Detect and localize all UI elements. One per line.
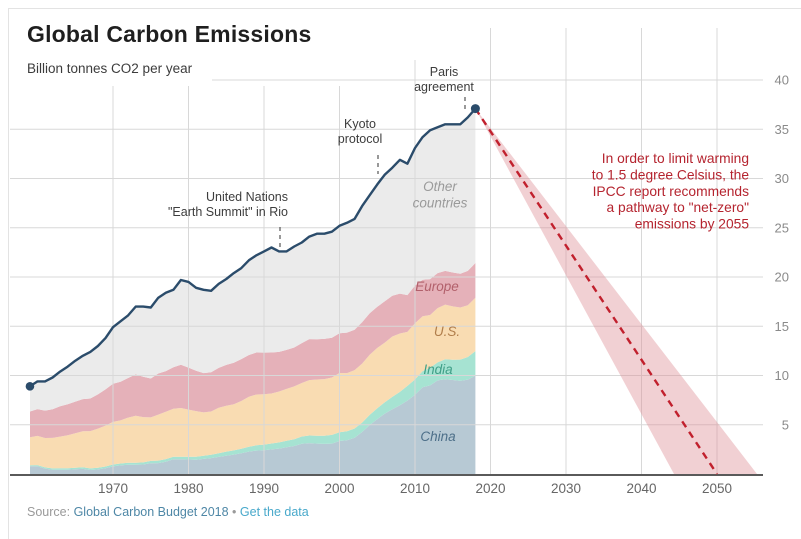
source-row: Source: Global Carbon Budget 2018 • Get … xyxy=(27,505,309,519)
event-annotation-text: protocol xyxy=(338,132,382,146)
event-annotations: United Nations"Earth Summit" in Rio Kyoto… xyxy=(168,65,474,249)
y-tick-label: 30 xyxy=(775,171,789,186)
region-label: India xyxy=(423,362,453,377)
region-label: Other xyxy=(423,179,457,194)
page-title: Global Carbon Emissions xyxy=(27,21,312,47)
region-label: U.S. xyxy=(434,324,460,339)
region-label: China xyxy=(420,429,456,444)
ipcc-note-line: In order to limit warming xyxy=(602,151,749,166)
x-tick-label: 2000 xyxy=(324,481,354,496)
get-the-data-link[interactable]: Get the data xyxy=(239,505,309,519)
ipcc-note-line: to 1.5 degree Celsius, the xyxy=(592,167,750,182)
y-tick-label: 5 xyxy=(782,417,789,432)
y-tick-label: 40 xyxy=(775,73,789,88)
event-annotation-text: Paris xyxy=(430,65,458,79)
y-tick-label: 10 xyxy=(775,368,789,383)
area-us xyxy=(30,297,476,469)
stacked-areas xyxy=(30,108,476,474)
x-tick-label: 2010 xyxy=(400,481,430,496)
x-tick-label: 1980 xyxy=(173,481,203,496)
gridlines: 5 10 15 20 25 30 35 40 1970 1980 1990 2000 2010 2020 2… xyxy=(10,28,789,496)
region-label: countries xyxy=(413,196,468,211)
x-tick-label: 1990 xyxy=(249,481,279,496)
event-annotation-text: agreement xyxy=(414,80,474,94)
source-label: Source: xyxy=(27,505,71,519)
area-china xyxy=(30,375,476,474)
line-start-dot xyxy=(25,382,35,391)
event-annotation-text: United Nations xyxy=(206,190,288,204)
region-labels: Other countries Europe U.S. India China xyxy=(413,179,468,444)
event-annotation-text: "Earth Summit" in Rio xyxy=(168,205,288,219)
line-peak-dot xyxy=(470,104,480,114)
chart-unit-subtitle: Billion tonnes CO2 per year xyxy=(27,61,193,76)
y-tick-label: 25 xyxy=(775,220,789,235)
x-tick-label: 1970 xyxy=(98,481,128,496)
ipcc-note-line: IPCC report recommends xyxy=(593,184,750,199)
area-europe xyxy=(30,263,476,438)
event-annotation-text: Kyoto xyxy=(344,117,376,131)
x-tick-label: 2020 xyxy=(475,481,505,496)
ipcc-note-line: a pathway to "net-zero" xyxy=(607,200,750,215)
source-link[interactable]: Global Carbon Budget 2018 xyxy=(73,505,229,519)
y-tick-label: 20 xyxy=(775,270,789,285)
projection-uncertainty-band xyxy=(475,108,757,474)
projection-dashed-line xyxy=(474,107,719,475)
area-india xyxy=(30,351,476,470)
y-tick-label: 15 xyxy=(775,319,789,334)
source-separator: • xyxy=(232,505,237,519)
x-tick-label: 2030 xyxy=(551,481,581,496)
x-tick-label: 2040 xyxy=(626,481,656,496)
x-tick-label: 2050 xyxy=(702,481,732,496)
total-emissions-line xyxy=(29,107,477,388)
y-tick-label: 35 xyxy=(775,122,789,137)
area-other-countries xyxy=(30,108,476,412)
ipcc-note-line: emissions by 2055 xyxy=(635,217,750,232)
region-label: Europe xyxy=(415,279,459,294)
